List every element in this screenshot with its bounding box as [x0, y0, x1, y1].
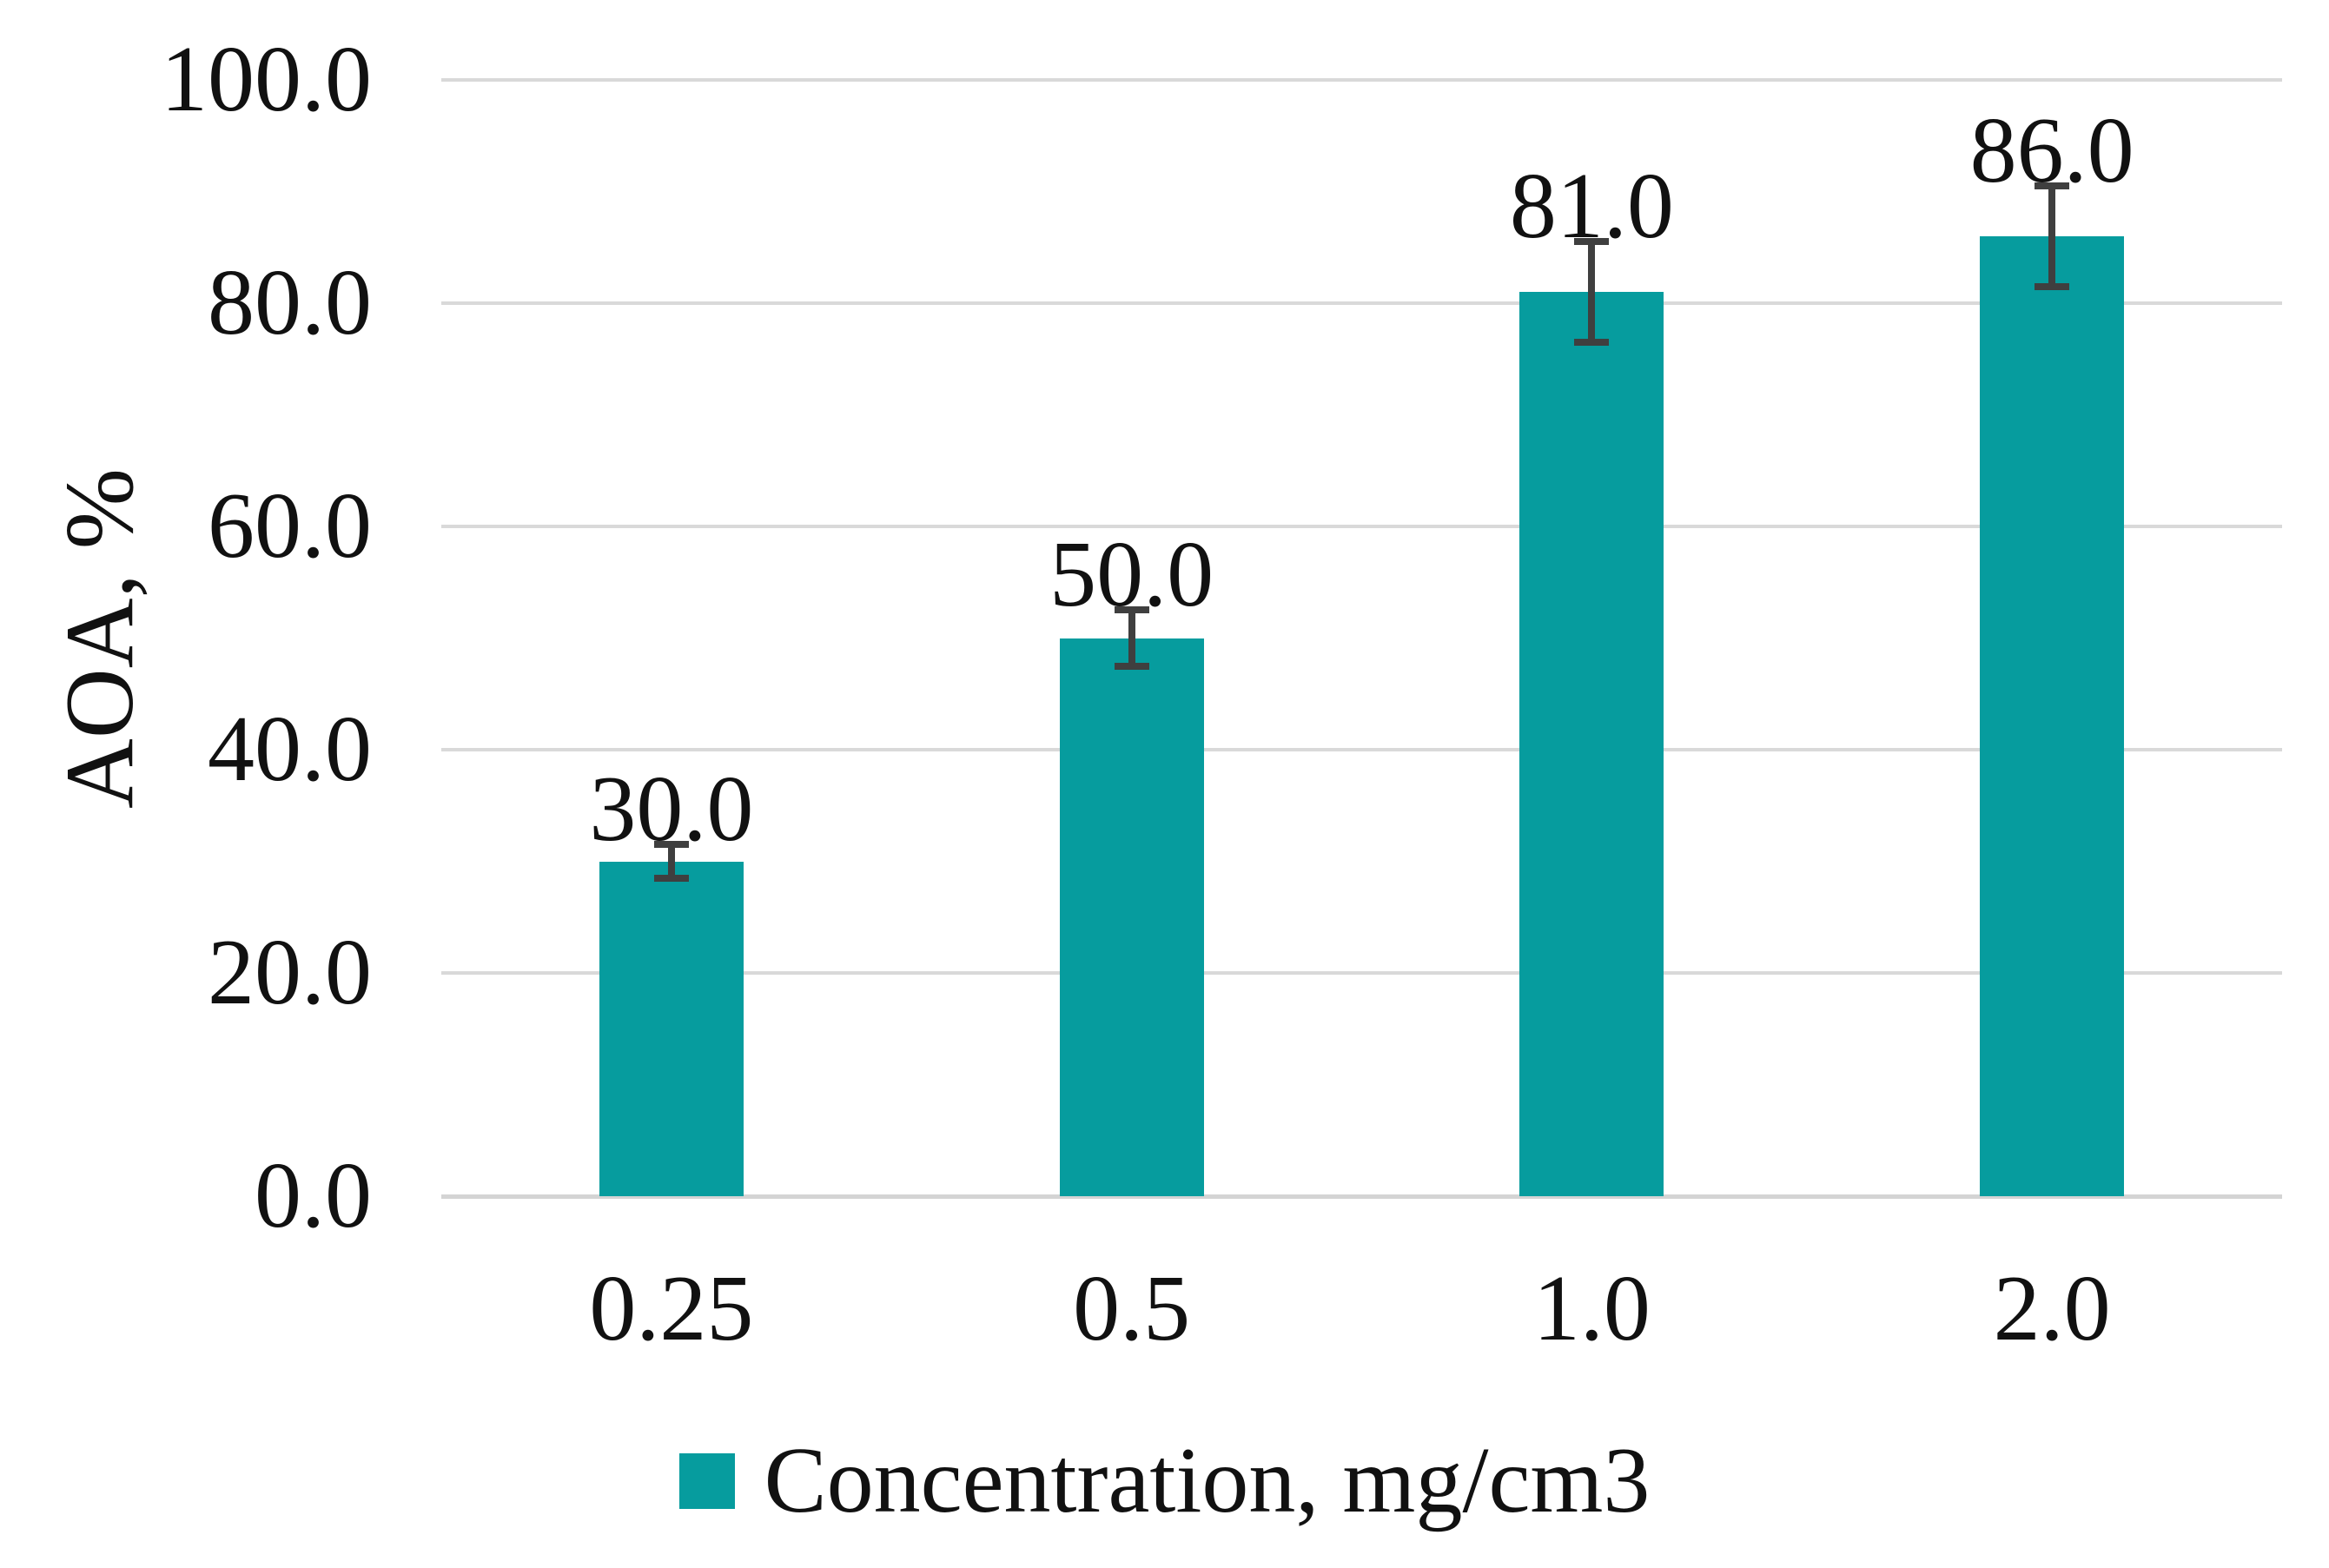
error-bar-whisker: [1128, 610, 1135, 666]
error-bar-whisker: [667, 844, 675, 878]
bar-value-label: 81.0: [1509, 155, 1674, 259]
error-bar-cap-top: [1114, 606, 1149, 614]
error-bar-cap-top: [1574, 238, 1610, 246]
error-bar-cap-top: [2035, 182, 2070, 190]
x-tick-label: 1.0: [1532, 1257, 1651, 1360]
x-tick-label: 0.25: [589, 1257, 754, 1360]
legend: Concentration, mg/cm3: [0, 1433, 2329, 1529]
error-bar-cap-bottom: [2035, 282, 2070, 290]
y-tick-label: 60.0: [208, 474, 372, 578]
gridline: [441, 78, 2282, 82]
error-bar-whisker: [2048, 186, 2056, 287]
gridline: [441, 301, 2282, 305]
bar-value-label: 30.0: [589, 758, 754, 862]
legend-swatch-icon: [678, 1453, 735, 1509]
y-tick-label: 40.0: [208, 698, 372, 801]
bar-value-label: 50.0: [1049, 523, 1214, 627]
gridline: [441, 525, 2282, 528]
error-bar-whisker: [1588, 241, 1596, 342]
y-tick-label: 0.0: [255, 1144, 372, 1247]
x-axis-line: [441, 1194, 2282, 1199]
error-bar-cap-bottom: [1574, 338, 1610, 346]
legend-label: Concentration, mg/cm3: [764, 1429, 1651, 1532]
bar-value-label: 86.0: [1969, 99, 2134, 203]
plot-area: 0.0 20.0 40.0 60.0 80.0 100.0 30.0 50.0 81.0 86.0: [161, 32, 2282, 1244]
y-tick-label: 100.0: [161, 28, 372, 131]
error-bar-cap-bottom: [1114, 662, 1149, 670]
error-bar-cap-top: [653, 841, 689, 849]
bar: [1059, 638, 1204, 1196]
gridline: [441, 748, 2282, 751]
bar: [1980, 235, 2125, 1196]
bar: [1519, 292, 1664, 1196]
bar: [599, 861, 744, 1196]
x-tick-label: 0.5: [1073, 1257, 1191, 1360]
y-tick-label: 20.0: [208, 921, 372, 1024]
error-bar-cap-bottom: [653, 874, 689, 882]
gridline: [441, 971, 2282, 975]
y-tick-label: 80.0: [208, 251, 372, 354]
x-tick-label: 2.0: [1993, 1257, 2111, 1360]
